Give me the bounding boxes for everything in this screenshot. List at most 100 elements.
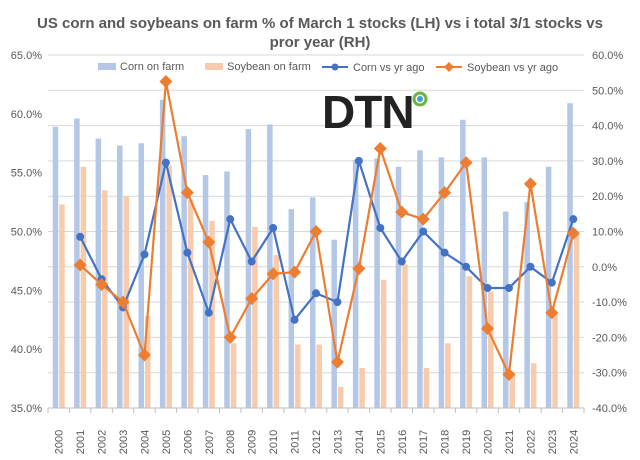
bar-corn-on-farm	[417, 150, 423, 408]
left-axis-tick-label: 55.0%	[11, 168, 42, 180]
point-corn-vs-yr-ago	[397, 257, 406, 266]
bar-soybean-on-farm	[380, 279, 387, 408]
point-corn-vs-yr-ago	[290, 315, 299, 324]
legend-label: Soybean vs yr ago	[467, 62, 558, 74]
point-soybean-vs-yr-ago	[288, 265, 302, 279]
point-corn-vs-yr-ago	[354, 156, 363, 165]
chart-title-line-1: US corn and soybeans on farm % of March …	[36, 15, 603, 32]
point-corn-vs-yr-ago	[483, 283, 492, 292]
right-axis-tick-label: -30.0%	[592, 368, 627, 380]
bar-corn-on-farm	[224, 171, 230, 408]
bar-soybean-on-farm	[359, 367, 365, 408]
x-axis-tick-label: 2014	[354, 430, 366, 454]
line-series	[73, 74, 580, 381]
bar-soybean-on-farm	[530, 363, 537, 408]
point-corn-vs-yr-ago	[462, 262, 471, 271]
x-axis-tick-label: 2011	[290, 430, 302, 454]
point-soybean-vs-yr-ago	[202, 235, 216, 249]
bar-corn-on-farm	[159, 99, 166, 409]
point-corn-vs-yr-ago	[247, 257, 256, 266]
point-corn-vs-yr-ago	[140, 250, 149, 259]
bar-corn-on-farm	[438, 157, 445, 408]
bar-corn-on-farm	[245, 129, 252, 408]
x-axis-tick-label: 2001	[75, 430, 87, 454]
bar-soybean-on-farm	[102, 190, 108, 408]
left-axis-tick-label: 40.0%	[11, 344, 42, 356]
chart-title: US corn and soybeans on farm % of March …	[0, 14, 640, 52]
right-axis-tick-label: 0.0%	[592, 262, 617, 274]
point-corn-vs-yr-ago	[333, 298, 342, 307]
point-corn-vs-yr-ago	[226, 215, 235, 224]
x-axis-tick-label: 2007	[204, 430, 216, 454]
x-axis-tick-label: 2017	[418, 430, 430, 454]
right-axis-tick-label: -10.0%	[592, 297, 627, 309]
x-axis-tick-label: 2013	[332, 430, 344, 454]
bar-soybean-on-farm	[144, 316, 151, 408]
point-corn-vs-yr-ago	[376, 223, 385, 232]
point-soybean-vs-yr-ago	[481, 322, 495, 336]
left-axis-tick-label: 60.0%	[11, 109, 42, 121]
point-corn-vs-yr-ago	[526, 262, 535, 271]
x-axis-tick-label: 2012	[311, 430, 323, 454]
bar-corn-on-farm	[117, 145, 123, 408]
bar-corn-on-farm	[181, 136, 187, 408]
legend-corn-vs-yr-ago: Corn vs yr ago	[322, 62, 425, 74]
right-axis-tick-label: -40.0%	[592, 403, 627, 415]
bar-corn-on-farm	[481, 157, 488, 408]
legend-soybean-on-farm: Soybean on farm	[205, 61, 311, 73]
point-corn-vs-yr-ago	[204, 308, 213, 317]
legend-label: Soybean on farm	[227, 61, 311, 73]
bar-corn-on-farm	[267, 124, 273, 408]
x-axis-tick-label: 2006	[182, 430, 194, 454]
bar-corn-on-farm	[524, 202, 530, 408]
right-axis-tick-label: 30.0%	[592, 156, 623, 168]
point-corn-vs-yr-ago	[547, 278, 556, 287]
legend-swatch	[205, 63, 223, 70]
bar-corn-on-farm	[138, 143, 144, 408]
x-axis-tick-label: 2008	[225, 430, 237, 454]
left-axis-tick-label: 35.0%	[11, 403, 42, 415]
bar-soybean-on-farm	[337, 386, 344, 408]
bar-soybean-on-farm	[316, 344, 322, 408]
bar-corn-on-farm	[331, 239, 337, 408]
bar-soybean-on-farm	[252, 226, 258, 408]
right-axis-tick-label: -20.0%	[592, 332, 627, 344]
point-soybean-vs-yr-ago	[266, 267, 280, 281]
x-axis-tick-label: 2015	[375, 430, 387, 454]
point-corn-vs-yr-ago	[419, 227, 428, 236]
bar-corn-on-farm	[374, 158, 380, 408]
bar-soybean-on-farm	[552, 313, 558, 408]
bar-soybean-on-farm	[187, 199, 194, 408]
bar-soybean-on-farm	[230, 343, 237, 408]
line-soybean-vs-yr-ago	[79, 80, 575, 376]
bar-corn-on-farm	[502, 211, 509, 408]
dtn-logo-ring	[412, 91, 428, 107]
point-soybean-vs-yr-ago	[545, 306, 559, 320]
x-axis-tick-label: 2022	[525, 430, 537, 454]
legend: Corn on farm Soybean on farm Corn vs yr ag…	[98, 61, 558, 74]
bar-soybean-on-farm	[402, 264, 408, 408]
bar-soybean-on-farm	[488, 291, 494, 408]
point-soybean-vs-yr-ago	[416, 212, 430, 226]
point-soybean-vs-yr-ago	[395, 205, 409, 219]
point-corn-vs-yr-ago	[269, 223, 278, 232]
bar-soybean-on-farm	[295, 344, 301, 408]
bar-soybean-on-farm	[59, 204, 65, 408]
right-axis-tick-label: 10.0%	[592, 227, 623, 239]
legend-marker	[444, 62, 454, 72]
point-soybean-vs-yr-ago	[352, 262, 366, 276]
left-axis-tick-label: 50.0%	[11, 227, 42, 239]
bar-soybean-on-farm	[445, 343, 451, 408]
point-soybean-vs-yr-ago	[180, 186, 194, 200]
bar-soybean-on-farm	[423, 367, 430, 408]
bar-corn-on-farm	[395, 166, 402, 408]
dtn-logo-text: DTN	[322, 86, 414, 138]
bar-soybean-on-farm	[273, 255, 280, 408]
bar-corn-on-farm	[52, 126, 59, 408]
bar-corn-on-farm	[567, 103, 573, 408]
x-axis-tick-label: 2004	[139, 430, 151, 454]
point-soybean-vs-yr-ago	[159, 74, 173, 88]
point-soybean-vs-yr-ago	[309, 225, 323, 238]
x-axis-tick-label: 2010	[268, 430, 280, 454]
